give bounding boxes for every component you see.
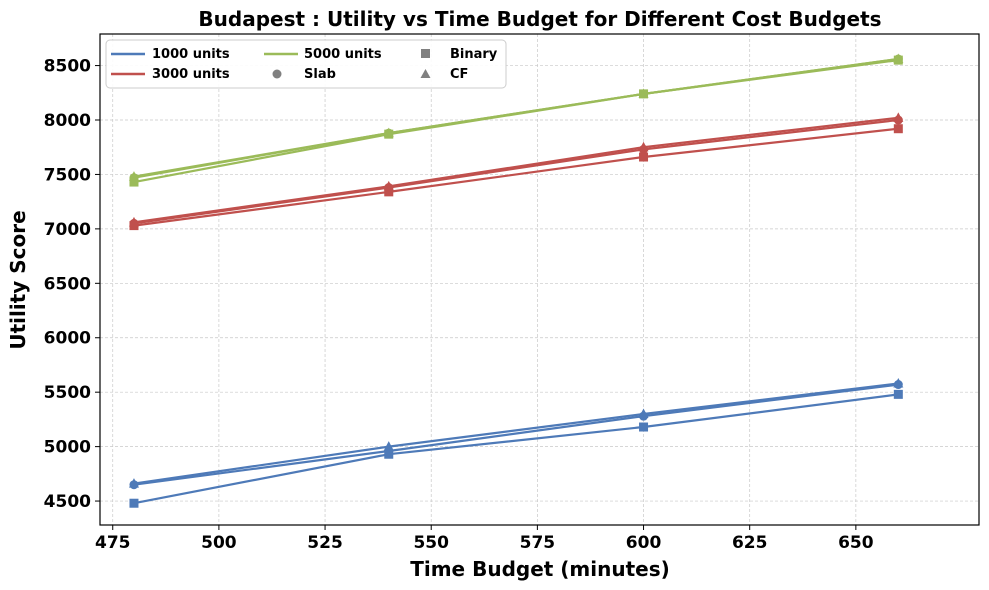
data-point-square: [129, 498, 139, 508]
data-point-square: [639, 152, 649, 162]
data-point-triangle: [128, 478, 139, 488]
data-point-triangle: [638, 408, 649, 418]
legend-label-5000: 5000 units: [304, 47, 382, 62]
data-point-triangle: [638, 88, 649, 98]
legend-label-1000: 1000 units: [152, 47, 230, 62]
y-tick-label: 4500: [44, 492, 91, 512]
data-point-triangle: [383, 180, 394, 191]
legend-label-cf: CF: [450, 67, 468, 82]
x-tick-label: 475: [95, 533, 131, 553]
series-line-3000-units-cf: [133, 116, 899, 224]
data-point-triangle: [893, 53, 904, 64]
series-line-1000-units-cf: [133, 382, 899, 485]
data-point-square: [893, 124, 903, 134]
data-point-square: [639, 422, 649, 432]
legend-label-slab: Slab: [304, 67, 336, 82]
legend-square-marker-icon: [421, 49, 430, 58]
data-point-triangle: [383, 441, 394, 451]
series-3000-units-cf: [128, 112, 904, 227]
x-axis: 475 500 525 550 575 600 625 650: [95, 525, 874, 553]
data-point-triangle: [893, 112, 904, 122]
x-tick-label: 600: [626, 533, 662, 553]
series-5000-units-cf: [128, 53, 904, 181]
y-tick-label: 7500: [44, 165, 91, 185]
legend-label-binary: Binary: [450, 47, 498, 62]
data-point-triangle: [128, 171, 139, 181]
legend: 1000 units 3000 units 5000 units Slab Bi…: [105, 39, 507, 89]
plot-border: [99, 33, 980, 526]
y-tick-label: 6500: [44, 274, 91, 294]
data-point-triangle: [128, 216, 139, 227]
data-point-triangle: [893, 377, 904, 388]
legend-label-3000: 3000 units: [152, 67, 230, 82]
x-axis-title: Time Budget (minutes): [410, 557, 670, 581]
y-tick-label: 8000: [44, 111, 91, 131]
series-line-1000-units-binary: [133, 393, 899, 505]
x-tick-label: 550: [413, 533, 449, 553]
x-tick-label: 500: [201, 533, 237, 553]
series-line-5000-units-cf: [133, 57, 899, 178]
y-axis-title: Utility Score: [6, 210, 30, 349]
data-point-triangle: [638, 141, 649, 152]
x-tick-label: 625: [732, 533, 768, 553]
data-point-square: [893, 389, 903, 399]
series-line-3000-units-binary: [133, 127, 899, 227]
grid: [100, 34, 979, 525]
legend-box: [105, 39, 507, 89]
legend-circle-marker-icon: [272, 69, 282, 79]
x-tick-label: 650: [838, 533, 874, 553]
y-tick-label: 5000: [44, 438, 91, 458]
plot-area: [100, 34, 979, 525]
data-point-triangle: [383, 127, 394, 138]
y-tick-label: 5500: [44, 383, 91, 403]
y-tick-label: 8500: [44, 57, 91, 77]
y-tick-label: 6000: [44, 329, 91, 349]
series-line-1000-units-slab: [133, 383, 899, 486]
y-tick-label: 7000: [44, 220, 91, 240]
chart-title: Budapest : Utility vs Time Budget for Di…: [198, 7, 881, 31]
series-1000-units-cf: [128, 377, 904, 488]
y-axis: 4500 5000 5500 6000 6500 7000 7500 8000 8500: [44, 57, 100, 512]
series-layer: [128, 53, 904, 508]
legend-triangle-marker-icon: [420, 69, 431, 78]
x-tick-label: 575: [520, 533, 556, 553]
x-tick-label: 525: [307, 533, 343, 553]
